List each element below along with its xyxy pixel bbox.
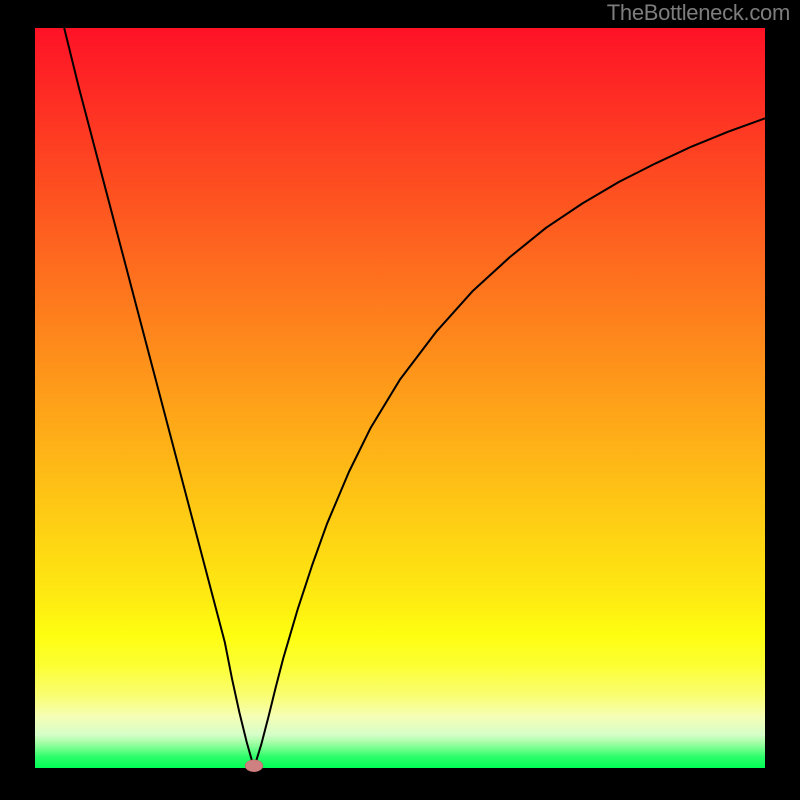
watermark-text: TheBottleneck.com [607,0,790,26]
chart-gradient-background [35,28,765,768]
optimal-point-marker [245,760,263,772]
bottleneck-chart [0,0,800,800]
chart-container: TheBottleneck.com [0,0,800,800]
